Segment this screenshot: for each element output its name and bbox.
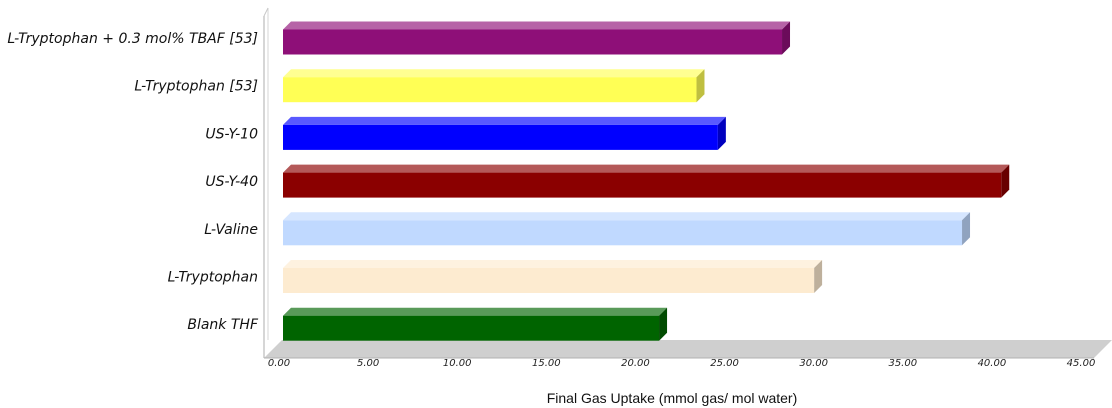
bar [283, 164, 1010, 198]
bar [283, 260, 823, 293]
bar-front-face [283, 124, 718, 150]
bar [283, 116, 726, 150]
bars-group [283, 21, 1010, 341]
x-tick-label: 35.00 [888, 358, 917, 369]
bar-front-face [283, 220, 963, 246]
bar-front-face [283, 315, 660, 341]
bar [283, 212, 971, 246]
bar-top-face [283, 164, 1010, 173]
category-labels: L-Tryptophan + 0.3 mol% TBAF [53] L-Trypt… [7, 31, 259, 333]
x-axis-title: Final Gas Uptake (mmol gas/ mol water) [547, 390, 798, 406]
bar-side-face [782, 21, 791, 55]
x-tick-label: 20.00 [621, 358, 650, 369]
left-wall-top [263, 7, 269, 17]
bar [283, 21, 791, 55]
category-label: L-Valine [204, 222, 258, 238]
bar-side-face [814, 260, 823, 293]
x-tick-label: 30.00 [799, 358, 828, 369]
bar-top-face [283, 307, 668, 316]
bar-front-face [283, 268, 815, 293]
x-tick-label: 15.00 [532, 358, 561, 369]
category-label: L-Tryptophan + 0.3 mol% TBAF [53] [7, 31, 258, 47]
bar-side-face [962, 212, 971, 246]
category-label: Blank THF [187, 317, 259, 333]
chart-frame [263, 7, 1112, 359]
bar-side-face [659, 307, 668, 341]
bar-side-face [717, 116, 726, 150]
bar-top-face [283, 21, 791, 30]
bar-top-face [283, 116, 726, 125]
x-tick-label: 40.00 [978, 358, 1007, 369]
bar-side-face [1001, 164, 1010, 198]
x-tick-label: 0.00 [268, 358, 290, 369]
x-tick-label: 45.00 [1067, 358, 1096, 369]
bar-side-face [696, 69, 705, 103]
x-tick-labels: 0.00 5.00 10.00 15.00 20.00 25.00 30.00 35.00 40… [268, 358, 1095, 369]
bar-front-face [283, 29, 783, 55]
x-tick-label: 5.00 [357, 358, 379, 369]
bar [283, 307, 668, 341]
bar-front-face [283, 172, 1002, 198]
category-label: US-Y-10 [205, 126, 258, 142]
x-tick-label: 25.00 [710, 358, 739, 369]
x-tick-label: 10.00 [443, 358, 472, 369]
category-label: L-Tryptophan [168, 270, 258, 286]
category-label: L-Tryptophan [53] [134, 79, 258, 95]
bar [283, 69, 705, 103]
category-label: US-Y-40 [205, 174, 258, 190]
floor-plane [264, 340, 1112, 358]
bar-front-face [283, 77, 697, 103]
bar-top-face [283, 212, 971, 221]
bar-top-face [283, 260, 823, 268]
bar-top-face [283, 69, 705, 78]
